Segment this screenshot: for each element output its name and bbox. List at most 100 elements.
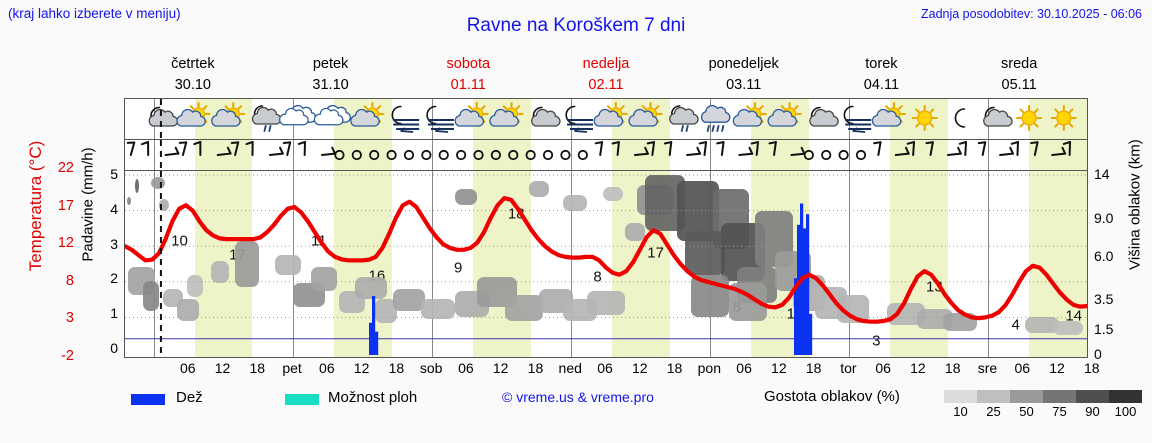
- wind-barb-icon: [946, 146, 962, 156]
- day-date: 03.11: [726, 77, 762, 93]
- sun-cloud-icon: [454, 101, 489, 127]
- rain-bar: [369, 322, 373, 355]
- precipitation-tick: 0: [110, 340, 118, 356]
- cloud-height-tick: 3.5: [1094, 291, 1114, 307]
- wind-barb-icon: [245, 141, 254, 156]
- time-tick: 06: [736, 360, 752, 376]
- wind-barb-icon: [750, 141, 760, 156]
- cloud-height-tick: 0: [1094, 346, 1102, 362]
- time-tick: 18: [1083, 360, 1100, 376]
- temperature-value-label: 9: [454, 259, 463, 277]
- moon-cloud-rain-icon: [251, 105, 282, 132]
- cloud-height-tick: 9.0: [1094, 210, 1114, 226]
- moon-icon: [954, 108, 966, 128]
- time-tick: 12: [353, 360, 370, 376]
- wind-barb-band: [124, 140, 1088, 170]
- wind-calm-icon: [386, 149, 397, 161]
- wind-calm-icon: [403, 149, 415, 161]
- last-update-text: Zadnja posodobitev: 30.10.2025 - 06:06: [920, 7, 1142, 21]
- cloud-density-layer: [127, 175, 1083, 335]
- wind-barb-icon: [126, 141, 136, 156]
- cloud-density-tick: 75: [1052, 404, 1067, 419]
- main-plot-area: [124, 170, 1088, 358]
- day-header-1: četrtek 30.10: [124, 54, 262, 98]
- time-tick: 12: [214, 360, 231, 376]
- showers-legend-swatch: [285, 394, 319, 405]
- cloud-density-tick: 10: [953, 404, 968, 419]
- sun-cloud-icon: [767, 101, 802, 127]
- wind-barb-icon: [698, 141, 708, 156]
- sun-icon: [1015, 104, 1043, 132]
- day-header-7: sreda 05.11: [950, 54, 1088, 98]
- rain-legend-swatch: [131, 394, 165, 405]
- wind-barb-icon: [925, 141, 934, 156]
- day-separator: [849, 140, 851, 170]
- cloud-density-swatch: [1010, 390, 1043, 403]
- wind-calm-icon: [577, 149, 588, 161]
- time-tick: 06: [875, 360, 891, 376]
- time-tick: 06: [1014, 360, 1031, 376]
- wind-barb-icon: [958, 141, 968, 156]
- wind-barb-icon: [193, 141, 202, 156]
- wind-calm-icon: [490, 149, 501, 161]
- time-tick: tor: [840, 360, 857, 376]
- temperature-value-label: 8: [593, 268, 602, 286]
- wind-barb-icon: [873, 141, 882, 156]
- temperature-value-label: 4: [1011, 316, 1020, 334]
- time-tick: pet: [282, 360, 302, 376]
- rain-bar: [375, 331, 379, 355]
- wind-calm-icon: [421, 149, 432, 161]
- day-header-4: nedelja 02.11: [537, 54, 675, 98]
- plot-svg: [125, 171, 1087, 357]
- wind-calm-icon: [525, 149, 536, 161]
- day-name: ponedeljek: [708, 56, 779, 72]
- wind-barb-icon: [1051, 146, 1067, 156]
- time-tick: 06: [319, 360, 335, 376]
- precipitation-tick: 1: [110, 305, 118, 322]
- sun-cloud-icon: [628, 101, 663, 127]
- sun-cloud-icon: [211, 101, 246, 127]
- time-tick: 18: [944, 360, 961, 376]
- time-tick: 06: [597, 360, 613, 376]
- cloud-density-tick: 100: [1114, 404, 1137, 419]
- time-tick: 06: [179, 360, 196, 376]
- rain-bar: [803, 228, 807, 355]
- time-tick: sob: [419, 360, 443, 376]
- wind-calm-icon: [855, 149, 867, 161]
- day-name: sreda: [1000, 56, 1038, 72]
- copyright-link[interactable]: © vreme.us & vreme.pro: [502, 389, 654, 405]
- wind-barb-icon: [297, 141, 306, 156]
- moon-fog-icon: [391, 105, 420, 133]
- day-date: 30.10: [174, 77, 211, 93]
- temperature-tick: 22: [57, 160, 74, 176]
- wind-calm-icon: [473, 149, 484, 161]
- day-name: petek: [312, 56, 349, 72]
- day-header-5: ponedeljek 03.11: [675, 54, 813, 98]
- rain-bar: [806, 214, 810, 355]
- cloud-density-tick: 25: [986, 404, 1001, 419]
- temperature-value-label: 17: [647, 244, 664, 262]
- cloud-height-tick: 14: [1094, 166, 1110, 182]
- showers-legend-label: Možnost ploh: [328, 389, 418, 406]
- wind-barb-icon: [894, 146, 910, 156]
- cloud-height-tick: 6.0: [1094, 248, 1114, 264]
- wind-barb-icon: [716, 141, 725, 156]
- day-header-6: torek 04.11: [813, 54, 951, 98]
- wind-barb-icon: [977, 141, 987, 156]
- wind-barb-icon: [633, 146, 649, 156]
- wind-calm-icon: [508, 149, 519, 161]
- day-name: četrtek: [171, 56, 215, 72]
- sun-cloud-icon: [489, 101, 524, 127]
- time-tick: 18: [527, 360, 544, 376]
- temperature-curve: [125, 196, 1087, 324]
- wind-barb-icon: [906, 141, 916, 156]
- wind-calm-icon: [351, 149, 362, 161]
- day-separator: [571, 140, 573, 170]
- sun-cloud-icon: [176, 101, 211, 127]
- wind-calm-icon: [560, 149, 571, 161]
- sun-cloud-icon: [350, 101, 385, 127]
- wind-barb-icon: [1062, 141, 1072, 156]
- moon-cloud-icon: [148, 106, 179, 127]
- cloud-rain-icon: [700, 104, 731, 132]
